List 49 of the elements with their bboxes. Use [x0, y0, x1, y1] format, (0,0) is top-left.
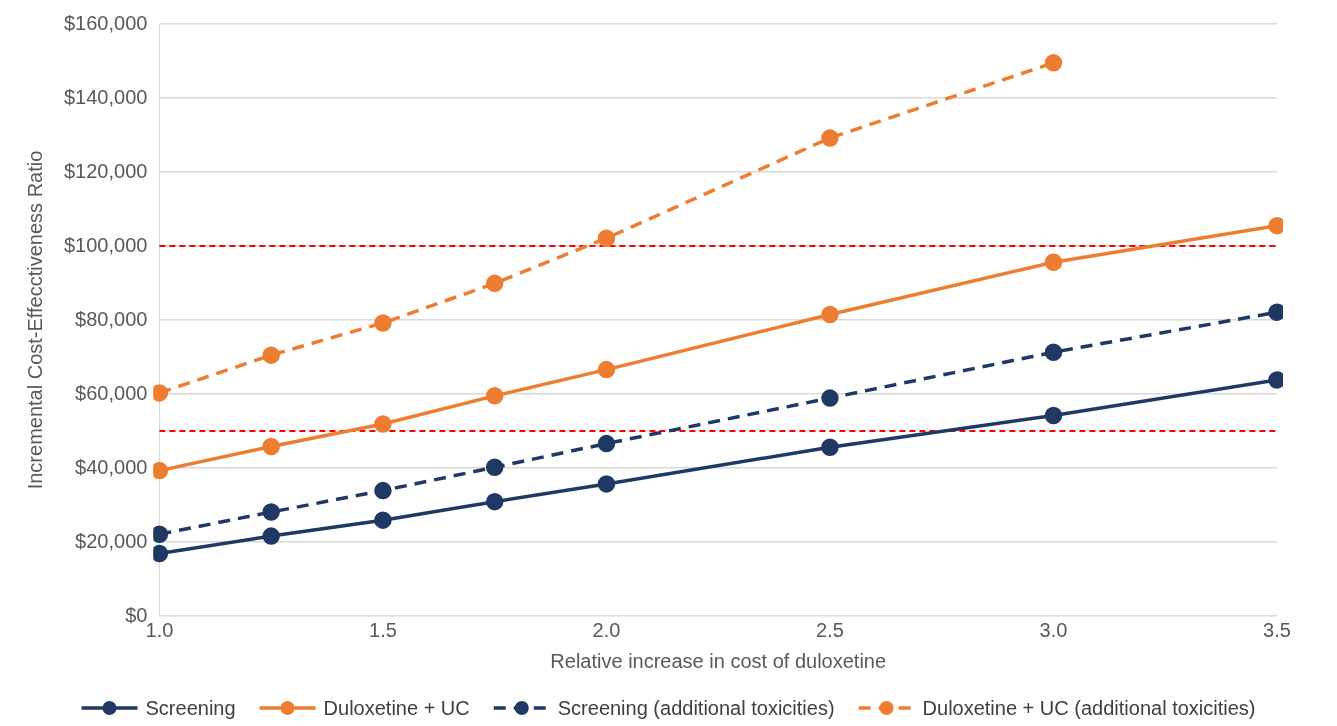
- point: [262, 527, 280, 545]
- point: [485, 387, 504, 405]
- point: [262, 346, 280, 364]
- point: [262, 437, 280, 456]
- x-tick-label: 1.0: [145, 618, 174, 641]
- point: [821, 129, 839, 147]
- point: [597, 229, 616, 247]
- point: [597, 360, 616, 379]
- point: [374, 415, 392, 433]
- legend-label: Screening (additional toxicities): [557, 696, 835, 719]
- y-tick-label: $160,000: [64, 11, 148, 34]
- y-tick-label: $40,000: [75, 455, 148, 478]
- x-axis-title: Relative increase in cost of duloxetine: [550, 649, 887, 672]
- point: [153, 544, 169, 563]
- legend-label: Screening: [145, 696, 236, 719]
- point: [485, 274, 504, 293]
- point: [262, 503, 280, 521]
- x-tick-label: 3.5: [1263, 618, 1291, 641]
- point: [374, 481, 392, 500]
- x-tick-label: 2.0: [592, 618, 621, 641]
- legend-label: Duloxetine + UC: [323, 696, 470, 719]
- point: [485, 458, 504, 477]
- point: [597, 475, 616, 493]
- x-tick-label: 3.0: [1039, 618, 1068, 641]
- point: [153, 384, 169, 402]
- y-axis-title: Incremental Cost-Effecctiveness Ratio: [23, 150, 46, 490]
- y-tick-label: $20,000: [75, 529, 148, 552]
- x-tick-label: 2.5: [816, 618, 844, 641]
- y-tick-label: $140,000: [64, 85, 148, 108]
- point: [374, 314, 392, 332]
- x-tick-label: 1.5: [369, 618, 397, 641]
- point: [374, 511, 392, 529]
- y-tick-label: $60,000: [75, 381, 148, 404]
- point: [821, 305, 839, 324]
- point: [153, 525, 169, 543]
- point: [821, 389, 839, 407]
- point: [597, 434, 616, 453]
- y-tick-label: $100,000: [64, 233, 148, 256]
- y-tick-label: $80,000: [75, 307, 148, 330]
- point: [485, 492, 504, 511]
- point: [1044, 343, 1063, 361]
- legend-label: Duloxetine + UC (additional toxicities): [922, 696, 1256, 719]
- point: [1044, 54, 1063, 72]
- point: [1044, 406, 1063, 425]
- point: [153, 461, 169, 480]
- y-tick-label: $120,000: [64, 159, 148, 182]
- y-tick-label: $0: [125, 603, 148, 626]
- point: [1044, 253, 1063, 272]
- point: [821, 438, 839, 457]
